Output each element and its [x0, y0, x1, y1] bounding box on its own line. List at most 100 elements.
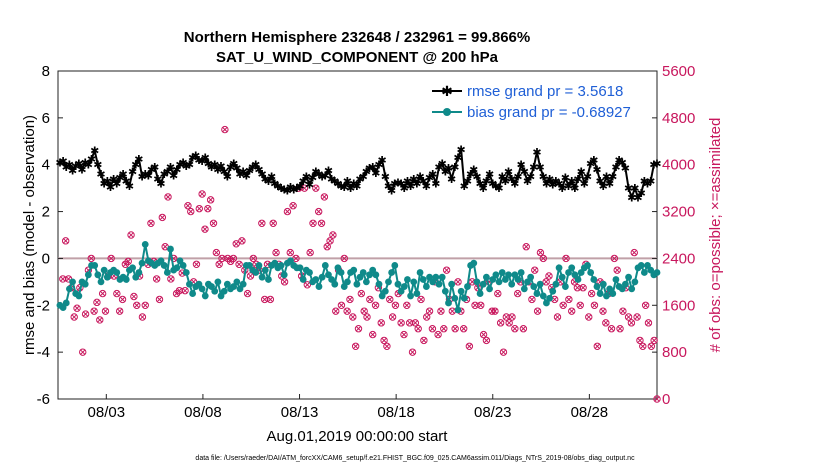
obs-possible-point — [411, 319, 420, 327]
bias-point — [454, 306, 462, 314]
rmse-point: ✱ — [422, 181, 431, 193]
obs-assimilated-point — [478, 302, 484, 308]
obs-assimilated-point — [233, 241, 239, 247]
y-tick-label: 4 — [42, 157, 50, 174]
obs-possible-point — [522, 243, 530, 251]
bias-point — [381, 287, 389, 295]
obs-possible-point — [184, 202, 192, 210]
bias-point — [296, 264, 304, 272]
obs-assimilated-point — [250, 255, 256, 261]
bias-point — [568, 264, 576, 272]
obs-assimilated-point — [637, 337, 643, 343]
bias-point — [91, 262, 99, 269]
obs-assimilated-point — [532, 267, 538, 273]
obs-assimilated-point — [611, 255, 617, 261]
obs-possible-point — [118, 295, 127, 304]
rmse-point: ✱ — [248, 162, 257, 174]
obs-assimilated-point — [156, 296, 163, 302]
rmse-point: ✱ — [400, 183, 409, 195]
obs-possible-point — [209, 219, 218, 227]
rmse-point: ✱ — [362, 167, 371, 179]
bias-point — [129, 264, 136, 272]
bias-point — [495, 278, 503, 286]
obs-possible-point — [616, 325, 624, 333]
rmse-point: ✱ — [229, 159, 238, 171]
rmse-point: ✱ — [428, 169, 437, 181]
bias-point — [536, 280, 544, 288]
rmse-point: ✱ — [115, 173, 124, 185]
rmse-point: ✱ — [93, 160, 102, 172]
obs-possible-point — [107, 254, 115, 263]
bias-point — [138, 259, 146, 267]
obs-assimilated-point — [199, 191, 205, 197]
obs-assimilated-point — [245, 291, 251, 297]
rmse-point: ✱ — [419, 176, 428, 188]
obs-possible-point — [533, 307, 542, 315]
obs-possible-point — [505, 319, 513, 327]
obs-possible-point — [639, 342, 647, 350]
obs-assimilated-point — [648, 343, 654, 349]
obs-assimilated-point — [165, 194, 171, 200]
rmse-point: ✱ — [55, 157, 64, 169]
obs-possible-point — [602, 319, 610, 327]
rmse-point: ✱ — [460, 181, 469, 193]
rmse-point: ✱ — [542, 178, 551, 190]
obs-assimilated-point — [384, 343, 390, 349]
obs-assimilated-point — [364, 314, 370, 320]
obs-assimilated-point — [412, 320, 418, 326]
x-tick-label: 08/13 — [281, 404, 319, 421]
obs-possible-point — [585, 313, 593, 321]
obs-assimilated-point — [282, 279, 288, 285]
obs-possible-point — [434, 330, 442, 339]
obs-assimilated-point — [367, 296, 373, 302]
obs-possible-point — [343, 307, 351, 315]
rmse-point: ✱ — [283, 185, 292, 197]
bias-point — [280, 271, 288, 279]
rmse-point: ✱ — [330, 176, 339, 188]
rmse-point: ✱ — [637, 188, 646, 200]
obs-possible-point — [229, 254, 238, 263]
bias-point — [470, 259, 478, 267]
obs-possible-point — [170, 254, 178, 263]
bias-point — [476, 290, 484, 297]
rmse-point: ✱ — [570, 183, 579, 195]
obs-possible-point — [192, 260, 201, 268]
plot-area: 8 6 4 2 0 -2 -4 -6 5600 4800 4000 3200 2400 1600 800 0 0… — [37, 63, 696, 421]
rmse-point: ✱ — [374, 160, 383, 172]
obs-assimilated-point — [472, 302, 478, 308]
obs-assimilated-point — [102, 308, 109, 314]
bias-point — [625, 273, 632, 281]
x-tick-label: 08/03 — [88, 404, 126, 421]
obs-assimilated-point — [355, 326, 362, 332]
y2-tick-label: 3200 — [662, 204, 695, 221]
obs-possible-point — [90, 307, 98, 315]
obs-possible-point — [195, 204, 203, 213]
rmse-point: ✱ — [602, 171, 611, 183]
rmse-point: ✱ — [226, 162, 235, 174]
obs-assimilated-point — [262, 296, 268, 302]
obs-assimilated-point — [654, 396, 660, 402]
obs-possible-point — [59, 275, 67, 283]
obs-assimilated-point — [219, 255, 225, 261]
obs-possible-point — [508, 313, 516, 321]
y2-axis-label: # of obs: o=possible; ×=assimilated — [707, 118, 724, 353]
bias-point — [552, 280, 560, 288]
y2-tick-label: 4000 — [662, 157, 695, 174]
rmse-point: ✱ — [295, 181, 304, 193]
obs-assimilated-point — [444, 267, 450, 273]
obs-assimilated-point — [424, 314, 430, 320]
obs-assimilated-point — [358, 291, 364, 297]
rmse-point: ✱ — [251, 160, 260, 172]
bias-point — [599, 280, 607, 288]
rmse-point: ✱ — [621, 163, 630, 175]
rmse-point: ✱ — [346, 183, 355, 195]
obs-assimilated-point — [324, 244, 330, 250]
obs-assimilated-point — [603, 320, 609, 326]
obs-possible-point — [528, 295, 536, 304]
obs-possible-point — [513, 289, 522, 298]
rmse-point: ✱ — [466, 169, 475, 181]
obs-assimilated-point — [267, 296, 273, 302]
obs-possible-point — [235, 260, 243, 268]
rmse-point: ✱ — [96, 169, 105, 181]
x-tick-label: 08/23 — [474, 404, 512, 421]
